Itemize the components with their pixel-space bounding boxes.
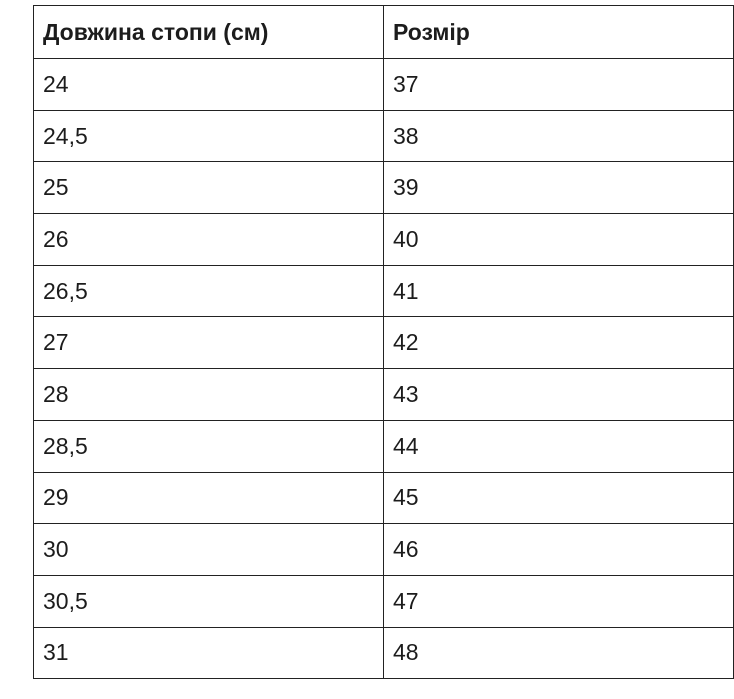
table-cell: 47: [383, 574, 734, 628]
table-cell: 28,5: [33, 419, 384, 473]
table-cell: 37: [383, 58, 734, 111]
header-row: Довжина стопи (см) Розмір: [33, 5, 734, 59]
table-cell: 24,5: [33, 109, 384, 163]
table-row: 31 48: [33, 626, 734, 680]
table-body: 24 37 24,5 38 25 39 26 40 26,5 41 27 42 28 43 28,5 44 29…: [33, 58, 734, 680]
table-cell: 26,5: [33, 264, 384, 318]
table-row: 26 40: [33, 213, 734, 266]
table-cell: 26: [33, 213, 384, 266]
table-cell: 29: [33, 471, 384, 525]
table-row: 30,5 47: [33, 574, 734, 628]
table-cell: 31: [33, 626, 384, 680]
table-row: 29 45: [33, 471, 734, 525]
table-row: 28,5 44: [33, 419, 734, 473]
table-row: 30 46: [33, 523, 734, 576]
header-cell: Довжина стопи (см): [33, 5, 384, 59]
table-cell: 39: [383, 161, 734, 215]
table-cell: 27: [33, 316, 384, 370]
table-cell: 25: [33, 161, 384, 215]
table-cell: 28: [33, 368, 384, 421]
table-cell: 45: [383, 471, 734, 525]
table-row: 27 42: [33, 316, 734, 370]
table-cell: 46: [383, 523, 734, 576]
table-cell: 42: [383, 316, 734, 370]
header-cell: Розмір: [383, 5, 734, 59]
table-cell: 30,5: [33, 574, 384, 628]
table-cell: 30: [33, 523, 384, 576]
table-cell: 43: [383, 368, 734, 421]
size-table: Довжина стопи (см) Розмір 24 37 24,5 38 25 39…: [33, 5, 734, 680]
table-cell: 44: [383, 419, 734, 473]
table-row: 24,5 38: [33, 109, 734, 163]
table-row: 28 43: [33, 368, 734, 421]
table-row: 26,5 41: [33, 264, 734, 318]
table-row: 25 39: [33, 161, 734, 215]
table-cell: 41: [383, 264, 734, 318]
table-row: 24 37: [33, 58, 734, 111]
table-cell: 38: [383, 109, 734, 163]
table-cell: 24: [33, 58, 384, 111]
table-cell: 40: [383, 213, 734, 266]
table-cell: 48: [383, 626, 734, 680]
